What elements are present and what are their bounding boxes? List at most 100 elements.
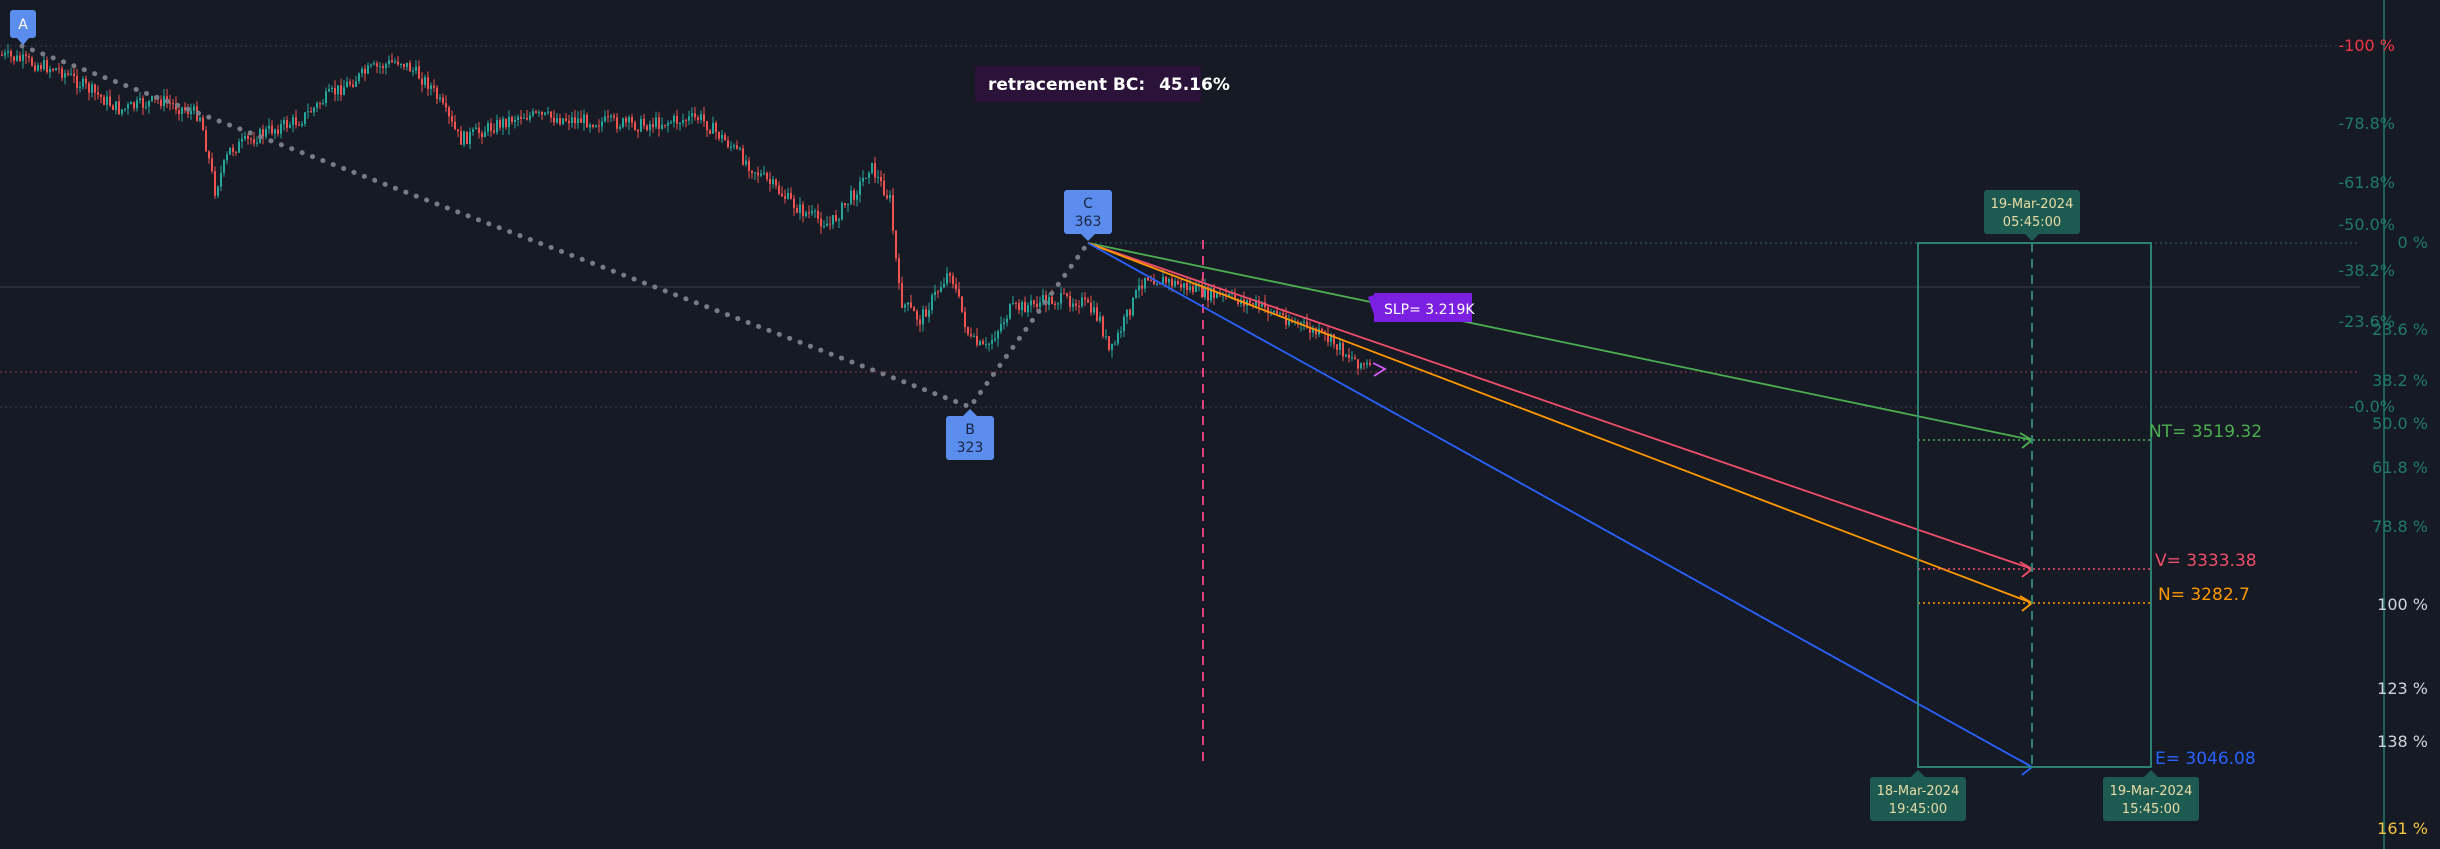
candle-body	[364, 68, 366, 74]
candle-body	[346, 81, 348, 88]
point-c-label: C	[1083, 196, 1093, 212]
candle-body	[16, 55, 18, 61]
candle-body	[556, 118, 558, 123]
date-top-date: 19-Mar-2024	[1991, 197, 2074, 212]
candle-body	[337, 85, 339, 95]
time-target-box[interactable]	[1917, 242, 2152, 768]
candle-body	[1351, 357, 1353, 359]
candle-body	[49, 68, 51, 73]
candle-body	[1165, 276, 1167, 283]
candle-body	[415, 66, 417, 71]
candle-body	[178, 110, 180, 114]
candle-body	[202, 117, 204, 131]
candle-body	[1258, 300, 1260, 307]
candle-body	[85, 78, 87, 84]
candle-body	[1078, 305, 1080, 307]
candle-body	[823, 226, 825, 228]
candle-body	[475, 127, 477, 130]
candle-body	[1306, 321, 1308, 328]
point-b-marker[interactable]: B 323	[946, 409, 994, 460]
candle-body	[769, 179, 771, 184]
e-projection-line	[1087, 242, 2033, 768]
candle-body	[805, 212, 807, 217]
candle-body	[910, 302, 912, 308]
candle-body	[298, 124, 300, 126]
candle-body	[529, 115, 531, 120]
candle-body	[211, 158, 213, 172]
v-arrow-icon	[2019, 561, 2034, 578]
candle-body	[124, 108, 126, 110]
candle-body	[88, 83, 90, 93]
candle-body	[958, 289, 960, 297]
candle-body	[586, 114, 588, 128]
candle-body	[121, 109, 123, 114]
candle-body	[1156, 283, 1158, 285]
candle-body	[4, 52, 6, 56]
candle-body	[1090, 302, 1092, 313]
candle-body	[928, 309, 930, 317]
candle-body	[637, 129, 639, 132]
candle-body	[94, 84, 96, 93]
fib-ret-50: -50.0%	[2338, 215, 2395, 234]
candle-body	[583, 114, 585, 123]
candle-body	[409, 62, 411, 72]
candle-body	[118, 101, 120, 114]
candle-body	[1084, 297, 1086, 300]
candle-body	[1267, 307, 1269, 314]
fib-ext-161: 161 %	[2377, 819, 2428, 838]
nt-arrow-icon	[2019, 432, 2034, 449]
candle-body	[604, 116, 606, 122]
candle-body	[889, 195, 891, 199]
candle-body	[1207, 286, 1209, 301]
fib-ret-38: -38.2%	[2338, 261, 2395, 280]
candle-body	[1060, 293, 1062, 304]
candle-body	[877, 176, 879, 178]
candle-body	[1066, 293, 1068, 297]
candle-body	[184, 107, 186, 111]
candle-body	[850, 190, 852, 204]
candle-body	[1333, 334, 1335, 345]
candle-body	[673, 115, 675, 123]
candle-body	[658, 117, 660, 129]
candle-body	[1228, 294, 1230, 297]
candle-body	[883, 180, 885, 196]
n-target-label: N= 3282.7	[2158, 585, 2250, 605]
candle-body	[1312, 328, 1314, 333]
candle-body	[781, 193, 783, 197]
candle-body	[328, 88, 330, 92]
candle-body	[961, 296, 963, 312]
candle-body	[1144, 277, 1146, 289]
candle-body	[748, 160, 750, 171]
candle-body	[469, 132, 471, 145]
candle-body	[241, 138, 243, 142]
candle-body	[61, 68, 63, 78]
candle-body	[931, 295, 933, 310]
candle-body	[67, 73, 69, 75]
candle-body	[832, 215, 834, 225]
candle-body	[1006, 318, 1008, 323]
candle-body	[1, 55, 3, 56]
candle-body	[541, 111, 543, 115]
candle-body	[1024, 301, 1026, 313]
candle-body	[397, 61, 399, 65]
candle-body	[550, 111, 552, 118]
point-c-marker[interactable]: C 363	[1064, 190, 1112, 241]
candle-body	[214, 171, 216, 196]
candle-body	[1213, 288, 1215, 298]
candle-body	[451, 116, 453, 122]
candle-body	[292, 117, 294, 125]
date-top-time: 05:45:00	[2003, 215, 2061, 230]
candle-body	[727, 140, 729, 147]
candle-body	[97, 92, 99, 95]
candle-body	[1075, 303, 1077, 306]
candle-body	[139, 98, 141, 101]
candle-body	[1252, 303, 1254, 306]
candle-body	[904, 304, 906, 308]
fib-ext-61: 61.8 %	[2372, 458, 2428, 477]
candle-body	[925, 309, 927, 317]
point-a-marker[interactable]: A	[10, 10, 36, 45]
candle-body	[715, 122, 717, 132]
candle-body	[391, 60, 393, 63]
candle-body	[79, 86, 81, 88]
